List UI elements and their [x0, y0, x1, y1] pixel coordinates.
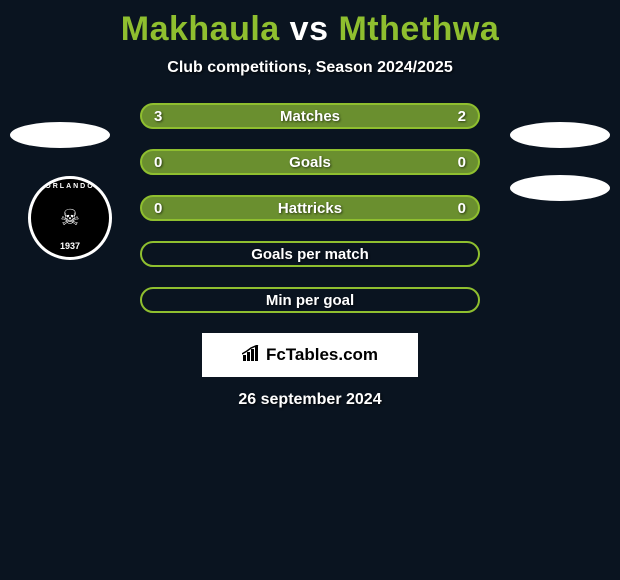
club-badge: ORLANDO ☠ 1937	[28, 176, 112, 260]
date-text: 26 september 2024	[0, 391, 620, 409]
brand-box: FcTables.com	[202, 333, 418, 377]
player-left-name: Makhaula	[121, 10, 280, 48]
subtitle: Club competitions, Season 2024/2025	[0, 59, 620, 77]
stat-row: Min per goal	[140, 287, 480, 313]
stat-row: Goals per match	[140, 241, 480, 267]
skull-icon: ☠	[60, 207, 80, 229]
brand-text: FcTables.com	[266, 345, 378, 365]
badge-top-text: ORLANDO	[31, 183, 109, 190]
stat-value-left: 0	[154, 154, 162, 171]
title-vs: vs	[290, 10, 329, 48]
stat-row: 3 Matches 2	[140, 103, 480, 129]
stat-label: Goals	[289, 154, 331, 171]
brand-chart-icon	[242, 345, 262, 366]
player-right-name: Mthethwa	[338, 10, 499, 48]
stat-value-right: 2	[458, 108, 466, 125]
stat-row: 0 Hattricks 0	[140, 195, 480, 221]
stat-label: Hattricks	[278, 200, 342, 217]
badge-year: 1937	[60, 241, 80, 251]
stat-row: 0 Goals 0	[140, 149, 480, 175]
stat-value-left: 0	[154, 200, 162, 217]
stat-value-right: 0	[458, 200, 466, 217]
player-right-marker-2	[510, 175, 610, 201]
stat-label: Goals per match	[251, 246, 369, 263]
stats-container: 3 Matches 2 0 Goals 0 0 Hattricks 0 Goals per mat…	[140, 103, 480, 313]
player-right-marker	[510, 122, 610, 148]
player-left-marker	[10, 122, 110, 148]
stat-value-right: 0	[458, 154, 466, 171]
stat-value-left: 3	[154, 108, 162, 125]
stat-label: Min per goal	[266, 292, 354, 309]
stat-label: Matches	[280, 108, 340, 125]
comparison-title: Makhaula vs Mthethwa	[0, 0, 620, 49]
